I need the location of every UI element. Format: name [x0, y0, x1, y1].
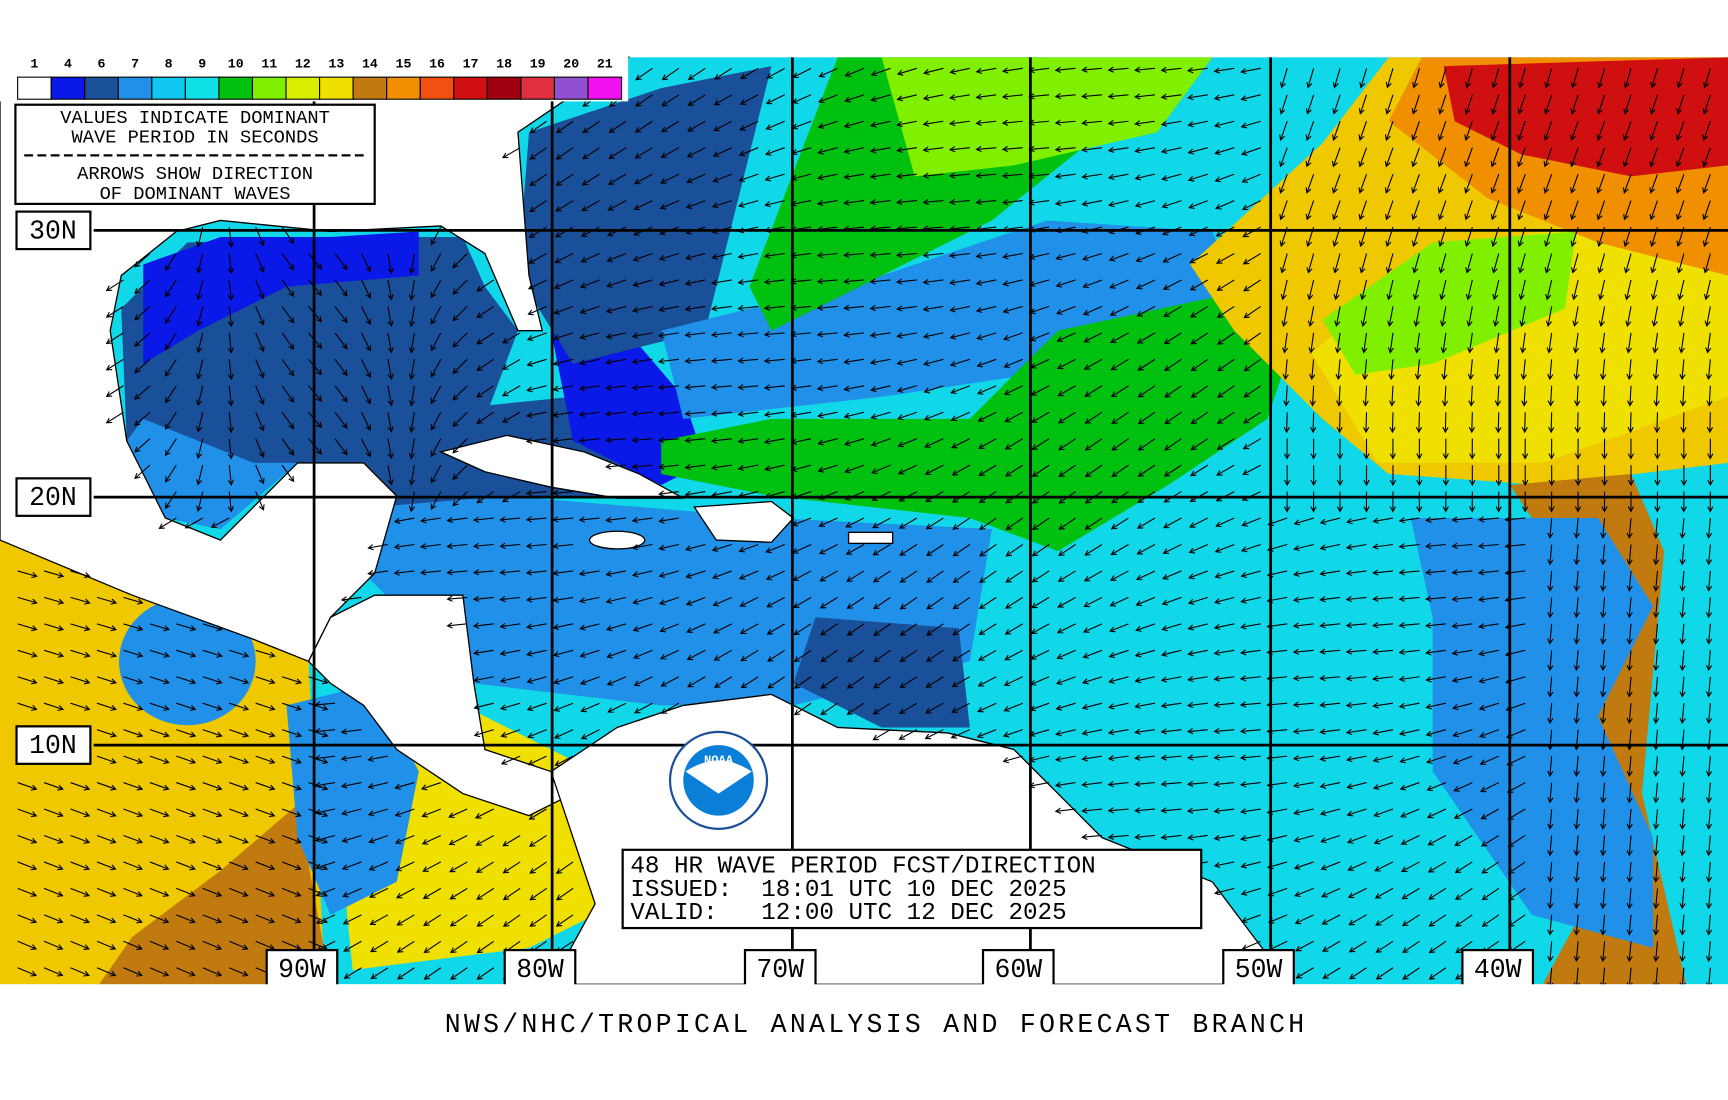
hispaniola: [693, 500, 795, 543]
zone: [99, 804, 331, 985]
legend-swatch: [386, 76, 421, 100]
legend-label: 8: [165, 56, 173, 71]
forecast-line: VALID: 12:00 UTC 12 DEC 2025: [630, 900, 1066, 927]
lon-label-box: [265, 948, 339, 989]
legend-label: 4: [64, 56, 72, 71]
forecast-line: 48 HR WAVE PERIOD FCST/DIRECTION: [630, 854, 1095, 881]
lon-label: 40W: [1474, 955, 1522, 985]
legend-label: 10: [228, 56, 244, 71]
legend-label: 1: [30, 56, 38, 71]
legend-swatch: [553, 76, 589, 100]
zone: [1443, 57, 1728, 177]
note-line: VALUES INDICATE DOMINANT: [60, 107, 330, 129]
grid: 90W 80W 70W 60W 50W 40W 30N 20N 10N: [15, 57, 1728, 989]
lat-label-box: [15, 210, 92, 251]
jamaica: [588, 530, 646, 550]
lon-label-box: [743, 948, 817, 989]
legend-label: 19: [530, 56, 546, 71]
lat-label: 10N: [29, 731, 77, 761]
legend-swatch: [50, 76, 86, 100]
lat-label-box: [15, 725, 92, 765]
legend-label: 12: [295, 56, 311, 71]
legend-label: 17: [463, 56, 479, 71]
legend-swatch: [251, 76, 287, 100]
legend-label: 13: [328, 56, 344, 71]
legend-swatch: [84, 76, 119, 100]
zone: [286, 683, 419, 915]
lat-label: 20N: [29, 483, 77, 513]
legend-label: 21: [597, 56, 613, 71]
legend-swatch: [486, 76, 522, 100]
legend-swatch: [218, 76, 254, 100]
lon-label-box: [1461, 948, 1535, 989]
legend-label: 9: [198, 56, 206, 71]
lon-label: 60W: [994, 955, 1042, 985]
note-line: WAVE PERIOD IN SECONDS: [72, 127, 319, 149]
legend-label: 16: [429, 56, 445, 71]
zone: [143, 231, 419, 364]
note-line: ARROWS SHOW DIRECTION: [77, 163, 313, 185]
zone: [1322, 231, 1576, 375]
forecast-frame: [621, 848, 1203, 930]
legend: 1 4 6 7 8 9 10 11 12 13 14 15 16 17 18 19 20 21: [0, 48, 629, 102]
legend-label: 6: [98, 56, 106, 71]
legend-swatch: [587, 76, 623, 100]
footer-area: [0, 984, 1728, 1100]
lon-label: 90W: [278, 955, 326, 985]
legend-label: 11: [261, 56, 277, 71]
lon-label-box: [981, 948, 1055, 989]
wave-field: [0, 57, 1728, 985]
legend-label: 15: [396, 56, 412, 71]
note-line: OF DOMINANT WAVES: [100, 183, 291, 205]
zone: [517, 66, 772, 364]
legend-label: 7: [131, 56, 139, 71]
note-box: [14, 103, 376, 206]
zone: [661, 297, 1301, 552]
lon-label-box: [1222, 948, 1295, 989]
lon-label: 70W: [756, 955, 804, 985]
legend-swatch: [117, 76, 153, 100]
logo-text: NOAA: [704, 754, 734, 768]
lon-label: 80W: [516, 955, 564, 985]
puerto-rico: [847, 531, 894, 545]
legend-swatch: [285, 76, 321, 100]
lon-label-box: [503, 948, 577, 989]
legend-swatch: [520, 76, 555, 100]
zone: [661, 220, 1246, 419]
forecast-box: 48 HR WAVE PERIOD FCST/DIRECTION ISSUED:…: [621, 848, 1203, 930]
legend-note: VALUES INDICATE DOMINANT WAVE PERIOD IN …: [14, 103, 376, 206]
zone: [1410, 518, 1654, 948]
forecast-line: ISSUED: 18:01 UTC 10 DEC 2025: [630, 877, 1066, 904]
legend-swatch: [184, 76, 220, 100]
legend-swatch: [453, 76, 488, 100]
legend-swatch: [319, 76, 354, 100]
legend-label: 14: [362, 56, 378, 71]
lat-label: 30N: [29, 216, 77, 246]
legend-label: 20: [563, 56, 579, 71]
logo-bird: [685, 760, 752, 794]
legend-label: 18: [496, 56, 512, 71]
zone: [881, 57, 1213, 177]
legend-swatch: [352, 76, 388, 100]
footer: NWS/NHC/TROPICAL ANALYSIS AND FORECAST B…: [445, 1010, 1308, 1040]
legend-swatch: [151, 76, 186, 100]
lon-label: 50W: [1235, 955, 1283, 985]
legend-swatch: [419, 76, 455, 100]
legend-swatch: [17, 76, 52, 100]
zone: [793, 617, 970, 728]
logo: NOAA: [668, 730, 769, 830]
lat-label-box: [15, 477, 92, 517]
